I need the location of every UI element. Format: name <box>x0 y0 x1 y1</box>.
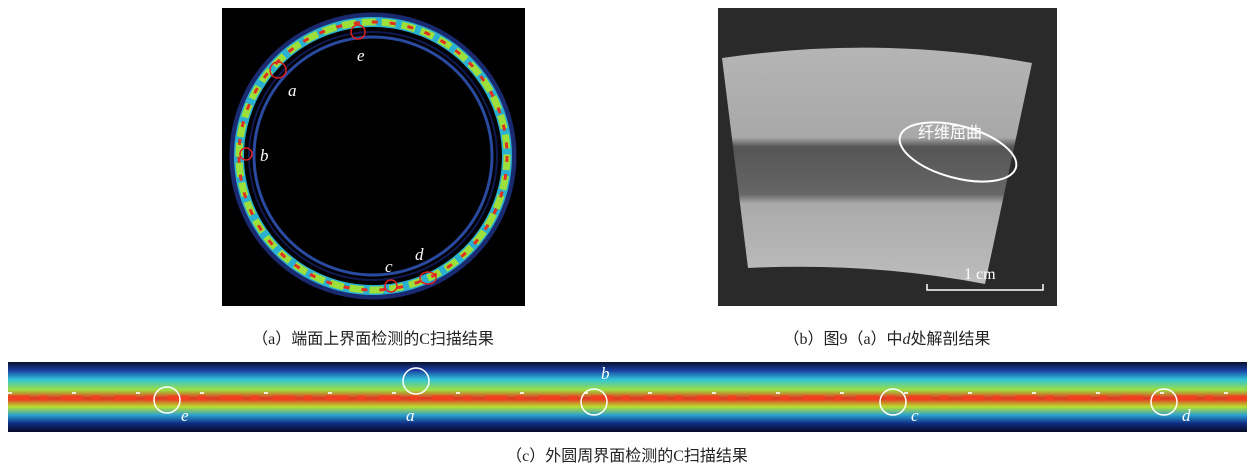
panel-b: 纤维屈曲 1 cm （b）图9（a）中d处解剖结果 <box>718 8 1057 348</box>
defect-label: c <box>385 257 393 276</box>
defect-label: a <box>406 406 415 425</box>
panel-a: e a b c d （a）端面上界面检测的C扫描结果 <box>222 8 525 348</box>
defect-label: d <box>415 245 424 264</box>
defect-label: d <box>1182 406 1191 425</box>
defect-label: b <box>260 146 269 165</box>
caption: （c）外圆周界面检测的C扫描结果 <box>506 447 748 465</box>
caption-part: （b）图9（a）中 <box>783 330 902 348</box>
defect-label: b <box>601 364 610 383</box>
defect-label: c <box>911 406 919 425</box>
specimen <box>722 48 1032 284</box>
defect-label: e <box>357 46 365 65</box>
scale-bar-label: 1 cm <box>964 266 996 283</box>
caption: （b）图9（a）中d处解剖结果 <box>783 330 990 348</box>
defect-label: a <box>288 81 297 100</box>
caption: （a）端面上界面检测的C扫描结果 <box>252 330 494 348</box>
figure: e a b c d （a）端面上界面检测的C扫描结果 纤维屈曲 1 cm （b）… <box>0 0 1255 471</box>
caption-part: 处解剖结果 <box>911 330 991 348</box>
defect-label: e <box>181 406 189 425</box>
annotation: 纤维屈曲 <box>918 124 982 142</box>
panel-c: e a b c d （c）外圆周界面检测的C扫描结果 <box>8 362 1247 465</box>
